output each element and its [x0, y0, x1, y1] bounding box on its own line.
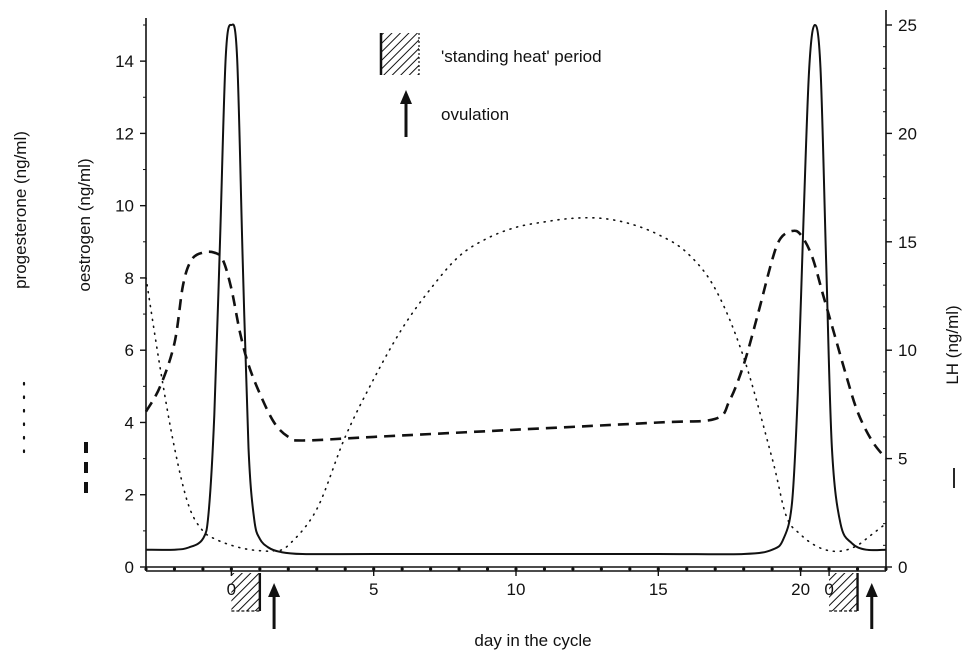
standing-heat-box [231, 573, 260, 611]
y-left-tick-label: 2 [125, 486, 134, 505]
legend: 'standing heat' period ovulation [379, 33, 602, 137]
x-minor-tick-dot [172, 567, 177, 571]
y-right-tick-label: 25 [898, 16, 917, 35]
x-minor-tick-dot [827, 567, 831, 571]
y-right-tick-label: 20 [898, 124, 917, 143]
x-minor-tick-dot [656, 567, 660, 571]
y-left-tick-label: 14 [115, 52, 134, 71]
y-right-tick-label: 10 [898, 341, 917, 360]
x-minor-tick-dot [542, 567, 547, 571]
y-left-tick-label: 8 [125, 269, 134, 288]
x-tick-label: 0 [824, 580, 833, 599]
x-minor-tick-dot [315, 567, 319, 571]
x-minor-tick-dot [457, 567, 461, 571]
y-right-tick-label: 15 [898, 233, 917, 252]
x-minor-tick-dot [770, 567, 774, 571]
x-minor-tick-dot [201, 567, 205, 571]
x-tick-label: 15 [649, 580, 668, 599]
x-minor-tick-dot [258, 567, 262, 571]
x-minor-tick-dot [144, 567, 148, 571]
ovulation-legend-arrow [400, 90, 412, 137]
x-minor-tick-dot [855, 567, 860, 571]
progesterone-axis-label: progesterone (ng/ml) [11, 131, 30, 289]
y-axis-title-left-1: progesterone (ng/ml) [11, 131, 30, 289]
standing-heat-legend-swatch [379, 33, 420, 75]
y-left-tick-label: 10 [115, 197, 134, 216]
tick-labels: 0 5 10 15 20 0 0 2 4 6 8 10 12 14 0 5 10 15 20 25 [115, 16, 917, 599]
x-tick-label: 5 [369, 580, 378, 599]
x-minor-tick-dot [286, 567, 290, 571]
series-oestrogen-line [144, 229, 888, 460]
series-lh-line [145, 23, 887, 556]
x-axis-title: day in the cycle [474, 631, 591, 650]
x-minor-tick-dot [343, 567, 347, 571]
x-tick-label: 20 [791, 580, 810, 599]
x-minor-tick-dot [514, 567, 518, 571]
x-minor-tick-dot [713, 567, 717, 571]
standing-heat-box [829, 573, 858, 611]
x-tick-label: 0 [227, 580, 236, 599]
standing-heat-legend-label: 'standing heat' period [441, 47, 602, 66]
y-right-tick-label: 5 [898, 450, 907, 469]
x-minor-tick-dot [742, 567, 746, 571]
ovulation-arrow-head [865, 583, 878, 597]
x-minor-tick-dot [599, 567, 603, 571]
ovulation-arrow-head [268, 583, 281, 597]
x-minor-tick-dot [372, 567, 376, 571]
ovulation-legend-label: ovulation [441, 105, 509, 124]
x-minor-tick-dot [571, 567, 575, 571]
y-left-tick-label: 4 [125, 413, 134, 432]
x-minor-tick-dot [799, 567, 803, 571]
x-minor-tick-dot [685, 567, 689, 571]
x-minor-tick-dot [485, 567, 490, 571]
x-minor-tick-dot [400, 567, 404, 571]
y-left-tick-label: 6 [125, 341, 134, 360]
x-tick-label: 10 [507, 580, 526, 599]
y-axis-title-left-2: oestrogen (ng/ml) [75, 158, 94, 291]
y-left-tick-label: 12 [115, 124, 134, 143]
lh-axis-label: LH (ng/ml) [943, 305, 962, 384]
x-minor-tick-dot [229, 567, 233, 571]
series-group [144, 23, 888, 556]
oestrogen-axis-label: oestrogen (ng/ml) [75, 158, 94, 291]
x-minor-tick-dot [628, 567, 632, 571]
y-right-tick-label: 0 [898, 558, 907, 577]
y-axis-title-right: LH (ng/ml) [943, 305, 962, 384]
y-left-tick-label: 0 [125, 558, 134, 577]
x-minor-tick-dot [884, 567, 888, 571]
standing-heat-markers [231, 573, 878, 629]
x-minor-tick-dot [429, 567, 433, 571]
axes-group [140, 10, 892, 576]
